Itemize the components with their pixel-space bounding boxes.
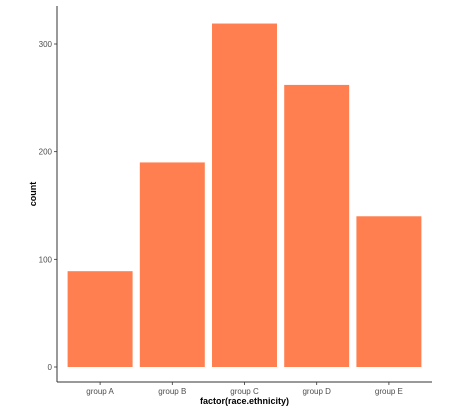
x-tick-label: group E bbox=[375, 387, 403, 396]
x-tick-label: group A bbox=[86, 387, 114, 396]
x-axis-ticks: group A group B group C group D group E bbox=[86, 382, 403, 396]
x-axis-title: factor(race.ethnicity) bbox=[200, 396, 289, 406]
y-tick-label: 300 bbox=[39, 40, 53, 49]
bar-group-a bbox=[67, 271, 133, 367]
y-tick-label: 100 bbox=[39, 255, 53, 264]
y-tick-label: 0 bbox=[48, 363, 53, 372]
y-tick-label: 200 bbox=[39, 148, 53, 157]
bars-layer bbox=[67, 23, 422, 367]
bar-group-d bbox=[284, 84, 350, 367]
bar-group-c bbox=[212, 23, 277, 367]
y-axis-title: count bbox=[28, 182, 38, 207]
bar-group-b bbox=[139, 162, 205, 367]
x-tick-label: group C bbox=[230, 387, 259, 396]
bar-group-e bbox=[356, 216, 422, 367]
x-tick-label: group B bbox=[158, 387, 186, 396]
x-tick-label: group D bbox=[302, 387, 331, 396]
y-axis-ticks: 0 100 200 300 bbox=[39, 40, 57, 372]
